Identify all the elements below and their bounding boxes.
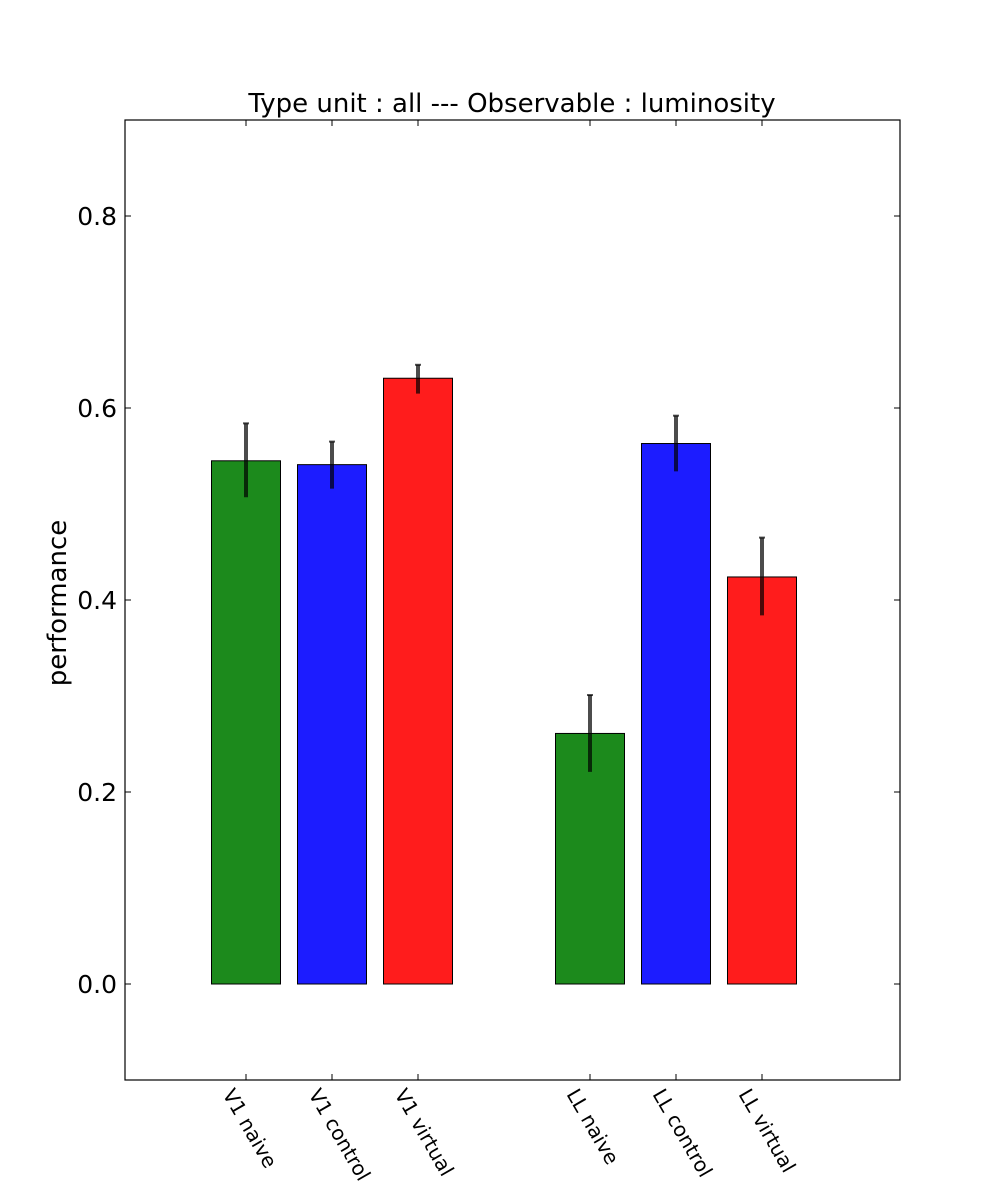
x-tick-label: V1 naive (218, 1085, 282, 1173)
bar (727, 576, 797, 985)
chart-title: Type unit : all --- Observable : luminos… (247, 89, 775, 119)
plot-frame (124, 119, 901, 1081)
x-tick-label: LL control (648, 1085, 718, 1182)
x-tick-label: LL virtual (734, 1085, 801, 1177)
bar (555, 732, 625, 985)
bar (383, 377, 453, 985)
y-tick-label: 0.0 (77, 970, 117, 999)
x-tick-label: LL naive (562, 1085, 624, 1169)
y-tick-label: 0.6 (77, 394, 117, 423)
x-tick-label: V1 virtual (390, 1085, 459, 1181)
bars-layer (211, 377, 797, 985)
y-tick-label: 0.2 (77, 778, 117, 807)
x-tick-label: V1 control (304, 1085, 376, 1185)
y-axis: 0.0 0.2 0.4 0.6 0.8 (77, 202, 900, 999)
y-tick-label: 0.4 (77, 586, 117, 615)
bar (211, 460, 281, 985)
bar (297, 464, 367, 985)
bar (641, 443, 711, 985)
y-tick-label: 0.8 (77, 202, 117, 231)
y-axis-label: performance (43, 520, 73, 687)
errorbars-layer (243, 363, 765, 772)
